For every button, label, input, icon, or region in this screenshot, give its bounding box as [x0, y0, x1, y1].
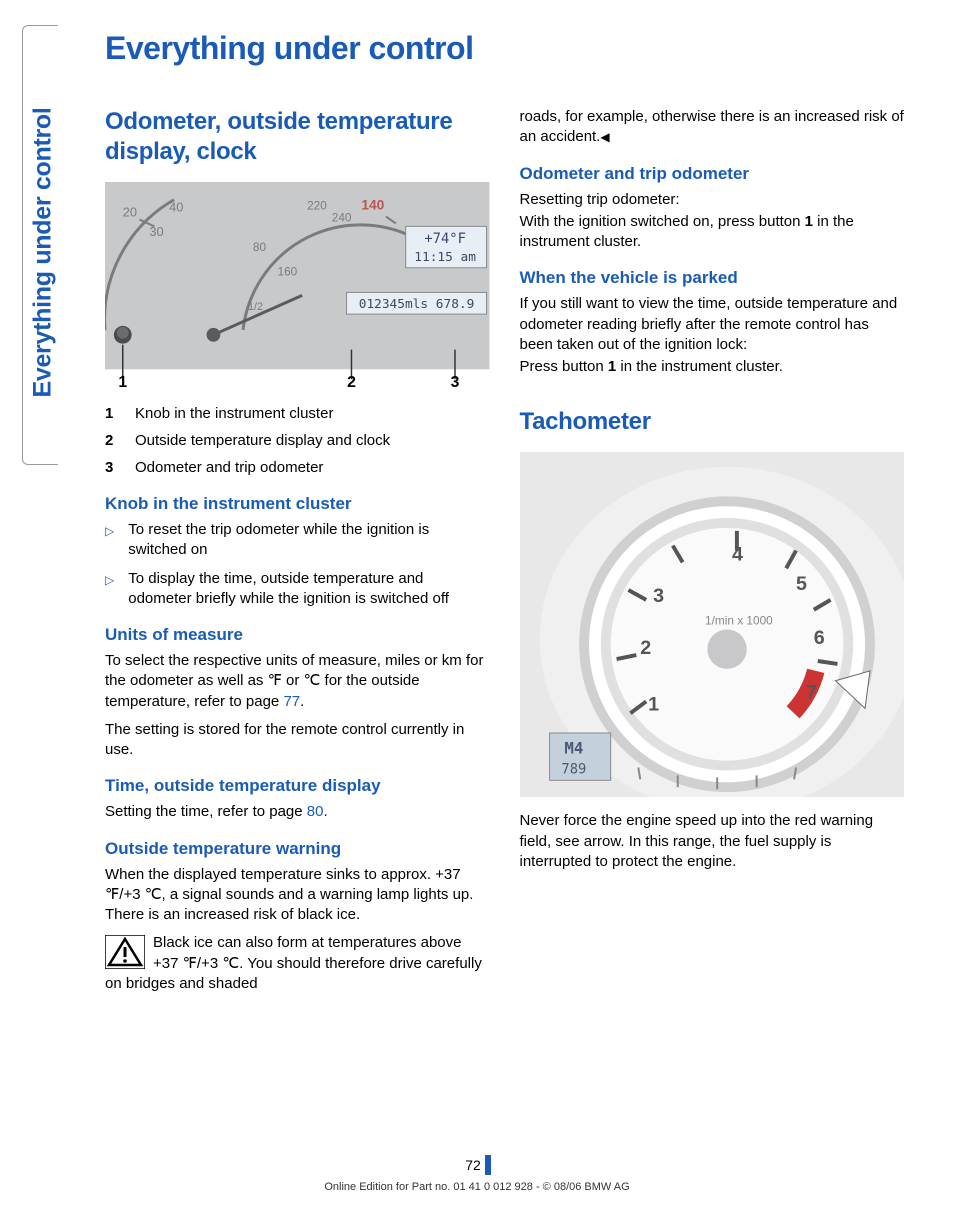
list-text: To reset the trip odometer while the ign… — [128, 520, 489, 561]
section-odometer-heading: Odometer, outside temperature display, c… — [105, 107, 490, 167]
legend-text: Outside temperature display and clock — [135, 430, 390, 451]
warning-text-b: roads, for example, otherwise there is a… — [520, 108, 904, 145]
odo-trip-heading: Odometer and trip odometer — [520, 164, 905, 184]
svg-text:40: 40 — [169, 200, 183, 215]
svg-text:160: 160 — [278, 265, 298, 279]
svg-text:80: 80 — [253, 240, 267, 254]
units-heading: Units of measure — [105, 625, 490, 645]
units-para1: To select the respective units of measur… — [105, 651, 490, 712]
text-fragment: With the ignition switched on, press but… — [520, 213, 805, 230]
text-fragment: Setting the time, refer to page — [105, 803, 307, 820]
svg-text:6: 6 — [813, 627, 824, 649]
triangle-icon: ▷ — [105, 520, 114, 561]
svg-text:140: 140 — [361, 198, 384, 213]
odometer-svg: 20 30 40 80 160 220 240 140 1/2 +74°F — [105, 182, 490, 389]
svg-text:11:15 am: 11:15 am — [414, 250, 476, 265]
button-ref: 1 — [805, 213, 813, 230]
svg-text:5: 5 — [796, 573, 807, 595]
legend-num: 3 — [105, 457, 117, 478]
section-tach-heading: Tachometer — [520, 407, 905, 437]
triangle-icon: ▷ — [105, 569, 114, 610]
warning-text-b-wrap: roads, for example, otherwise there is a… — [520, 107, 905, 148]
svg-text:1: 1 — [648, 694, 659, 716]
list-item: ▷ To display the time, outside temperatu… — [105, 569, 490, 610]
svg-text:20: 20 — [123, 205, 137, 220]
svg-text:220: 220 — [307, 199, 327, 213]
svg-text:3: 3 — [451, 374, 460, 389]
text-fragment: . — [323, 803, 327, 820]
knob-list: ▷ To reset the trip odometer while the i… — [105, 520, 490, 609]
page-number-box: 72 — [465, 1157, 489, 1175]
content-columns: Odometer, outside temperature display, c… — [105, 107, 904, 1127]
units-para2: The setting is stored for the remote con… — [105, 720, 490, 761]
odo-trip-para-a: Resetting trip odometer: — [520, 190, 905, 210]
text-fragment: . — [300, 693, 304, 710]
end-triangle-icon: ◀ — [600, 129, 609, 145]
warning-heading: Outside temperature warning — [105, 839, 490, 859]
legend-item: 1 Knob in the instrument cluster — [105, 403, 490, 424]
legend-item: 2 Outside temperature display and clock — [105, 430, 490, 451]
legend-num: 2 — [105, 430, 117, 451]
text-fragment: in the instrument cluster. — [616, 358, 783, 375]
svg-text:30: 30 — [149, 224, 163, 239]
svg-text:1: 1 — [118, 374, 127, 389]
page-title: Everything under control — [105, 30, 904, 67]
page-footer: 72 Online Edition for Part no. 01 41 0 0… — [0, 1157, 954, 1193]
warning-block: Black ice can also form at temperatures … — [105, 933, 490, 994]
svg-text:1/2: 1/2 — [248, 301, 263, 313]
legend-item: 3 Odometer and trip odometer — [105, 457, 490, 478]
parked-para2: Press button 1 in the instrument cluster… — [520, 357, 905, 377]
svg-text:2: 2 — [347, 374, 356, 389]
tach-caption: Never force the engine speed up into the… — [520, 811, 905, 872]
list-item: ▷ To reset the trip odometer while the i… — [105, 520, 490, 561]
svg-text:789: 789 — [561, 762, 586, 778]
figure-tachometer: 1 2 3 4 5 6 7 1/min x 1000 M4 789 — [520, 452, 905, 797]
svg-text:4: 4 — [731, 544, 742, 566]
knob-heading: Knob in the instrument cluster — [105, 494, 490, 514]
page-link[interactable]: 80 — [307, 803, 324, 820]
tachometer-svg: 1 2 3 4 5 6 7 1/min x 1000 M4 789 — [520, 452, 905, 797]
figure-odometer: 20 30 40 80 160 220 240 140 1/2 +74°F — [105, 182, 490, 389]
time-temp-para: Setting the time, refer to page 80. — [105, 802, 490, 822]
svg-text:1/min x 1000: 1/min x 1000 — [705, 614, 773, 628]
svg-text:+74°F: +74°F — [424, 231, 466, 247]
svg-text:3: 3 — [653, 585, 664, 607]
list-text: To display the time, outside temperature… — [128, 569, 489, 610]
parked-para1: If you still want to view the time, outs… — [520, 294, 905, 355]
page-number-bar — [485, 1155, 491, 1175]
warning-text-a: Black ice can also form at temperatures … — [105, 934, 482, 992]
legend-num: 1 — [105, 403, 117, 424]
legend-text: Knob in the instrument cluster — [135, 403, 333, 424]
text-fragment: Press button — [520, 358, 608, 375]
svg-text:240: 240 — [332, 210, 352, 224]
warning-para1: When the displayed temperature sinks to … — [105, 865, 490, 926]
time-temp-heading: Time, outside temperature display — [105, 776, 490, 796]
odo-trip-para-b: With the ignition switched on, press but… — [520, 212, 905, 253]
footer-text: Online Edition for Part no. 01 41 0 012 … — [0, 1181, 954, 1193]
odometer-legend: 1 Knob in the instrument cluster 2 Outsi… — [105, 403, 490, 478]
svg-text:2: 2 — [640, 637, 651, 659]
parked-heading: When the vehicle is parked — [520, 268, 905, 288]
svg-text:M4: M4 — [564, 739, 583, 758]
legend-text: Odometer and trip odometer — [135, 457, 323, 478]
page-link[interactable]: 77 — [283, 693, 300, 710]
button-ref: 1 — [608, 358, 616, 375]
warning-icon — [105, 935, 145, 969]
svg-text:7: 7 — [805, 682, 816, 704]
svg-text:012345mls 678.9: 012345mls 678.9 — [359, 297, 475, 312]
page-container: Everything under control Odometer, outsi… — [0, 0, 954, 1213]
